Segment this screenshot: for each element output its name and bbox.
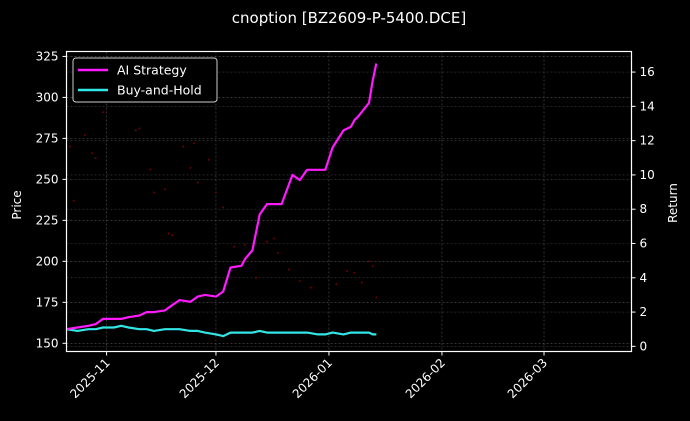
legend-label-buy-and-hold: Buy-and-Hold (117, 83, 202, 98)
price-point (193, 142, 196, 145)
price-point (298, 280, 301, 283)
price-point (368, 260, 371, 263)
x-tick-label: 2026-03 (505, 356, 550, 401)
right-tick-label: 6 (640, 237, 648, 251)
price-point (69, 145, 72, 148)
left-tick-label: 225 (36, 213, 59, 227)
x-tick-label: 2026-01 (290, 356, 335, 401)
left-tick-label: 150 (36, 336, 59, 350)
price-point (189, 166, 192, 169)
price-point (335, 283, 338, 286)
price-point (83, 134, 86, 137)
right-tick-label: 4 (640, 271, 648, 285)
price-point (196, 181, 199, 184)
price-point (265, 240, 268, 243)
right-tick-label: 10 (640, 168, 655, 182)
price-point (91, 152, 94, 155)
series-lines (66, 63, 378, 338)
left-tick-label: 200 (36, 254, 59, 268)
price-point (371, 265, 374, 268)
legend-box (72, 57, 218, 103)
left-tick-label: 250 (36, 172, 59, 186)
legend-label-ai-strategy: AI Strategy (117, 63, 187, 78)
right-axis: 0 2 4 6 8 10 12 14 16 (631, 65, 655, 353)
x-tick-label: 2026-02 (403, 356, 448, 401)
price-point (171, 234, 174, 237)
price-point (94, 157, 97, 160)
left-tick-label: 325 (36, 49, 59, 63)
right-tick-label: 12 (640, 134, 655, 148)
price-point (255, 276, 258, 279)
right-tick-label: 2 (640, 305, 648, 319)
right-tick-label: 16 (640, 65, 655, 79)
price-point (309, 286, 312, 289)
left-tick-label: 175 (36, 295, 59, 309)
price-point (101, 111, 104, 114)
price-point (375, 296, 378, 299)
price-point (72, 199, 75, 202)
price-point (276, 252, 279, 255)
left-axis-label: Price (10, 190, 24, 219)
price-point (167, 232, 170, 235)
x-axis: 2025-11 2025-12 2026-01 2026-02 2026-03 (67, 351, 550, 401)
buy-and-hold-line (66, 324, 377, 338)
price-point (346, 270, 349, 273)
right-tick-label: 8 (640, 202, 648, 216)
price-point (222, 206, 225, 209)
left-axis: 150 175 200 225 250 275 300 325 (36, 49, 67, 350)
left-tick-label: 275 (36, 131, 59, 145)
left-tick-label: 300 (36, 90, 59, 104)
right-tick-label: 0 (640, 339, 648, 353)
price-point (287, 268, 290, 271)
legend: AI Strategy Buy-and-Hold (72, 57, 218, 103)
price-point (233, 245, 236, 248)
price-point (353, 271, 356, 274)
price-scatter (69, 111, 378, 299)
right-axis-label: Return (666, 183, 680, 223)
price-point (244, 243, 247, 246)
price-point (182, 145, 185, 148)
price-point (163, 188, 166, 191)
plot-frame (65, 50, 633, 353)
price-point (273, 237, 276, 240)
price-point (214, 191, 217, 194)
price-point (207, 158, 210, 161)
x-tick-label: 2025-12 (177, 356, 222, 401)
ai-strategy-line (66, 63, 378, 331)
price-point (360, 281, 363, 284)
x-tick-label: 2025-11 (67, 356, 112, 401)
price-point (240, 260, 243, 263)
price-point (138, 127, 141, 130)
right-tick-label: 14 (640, 99, 655, 113)
price-point (134, 129, 137, 132)
price-point (152, 191, 155, 194)
chart-title: cnoption [BZ2609-P-5400.DCE] (232, 9, 466, 27)
price-point (149, 168, 152, 171)
